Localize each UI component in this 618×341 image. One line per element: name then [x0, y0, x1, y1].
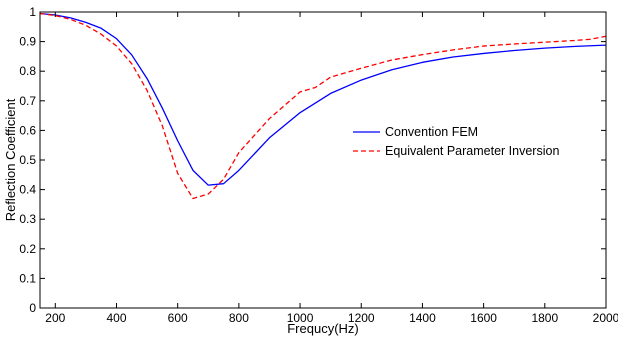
x-tick-label: 400 — [106, 311, 126, 325]
y-tick-label: 0.5 — [19, 153, 36, 167]
y-tick-label: 0 — [29, 301, 36, 315]
x-axis-title: Frequcy(Hz) — [287, 321, 359, 336]
y-tick-label: 0.3 — [19, 212, 36, 226]
y-tick-label: 0.7 — [19, 94, 36, 108]
y-tick-label: 0.6 — [19, 123, 36, 137]
x-tick-label: 1200 — [348, 311, 375, 325]
legend-label-1: Convention FEM — [385, 125, 478, 139]
x-tick-label: 600 — [168, 311, 188, 325]
x-tick-label: 800 — [229, 311, 249, 325]
y-tick-label: 0.9 — [19, 35, 36, 49]
y-tick-label: 1 — [29, 5, 36, 19]
y-axis-title: Reflection Coefficient — [3, 98, 18, 221]
x-tick-label: 2000 — [593, 311, 618, 325]
plot-layer — [39, 12, 607, 200]
y-tick-label: 0.4 — [19, 183, 36, 197]
x-tick-label: 1800 — [531, 311, 558, 325]
axes-layer: 200 400 600 800 1000 1200 1400 1600 1800 2000 0 0.1… — [19, 5, 618, 325]
x-tick-label: 200 — [45, 311, 65, 325]
y-tick-label: 0.8 — [19, 64, 36, 78]
series-line-2 — [39, 12, 607, 200]
x-tick-label: 1000 — [287, 311, 314, 325]
x-tick-label: 1600 — [470, 311, 497, 325]
y-tick-label: 0.1 — [19, 271, 36, 285]
legend-label-2: Equivalent Parameter Inversion — [385, 144, 559, 158]
series-line-1 — [39, 12, 607, 186]
x-tick-label: 1400 — [409, 311, 436, 325]
legend: Convention FEM Equivalent Parameter Inver… — [353, 125, 559, 158]
y-tick-label: 0.2 — [19, 242, 36, 256]
